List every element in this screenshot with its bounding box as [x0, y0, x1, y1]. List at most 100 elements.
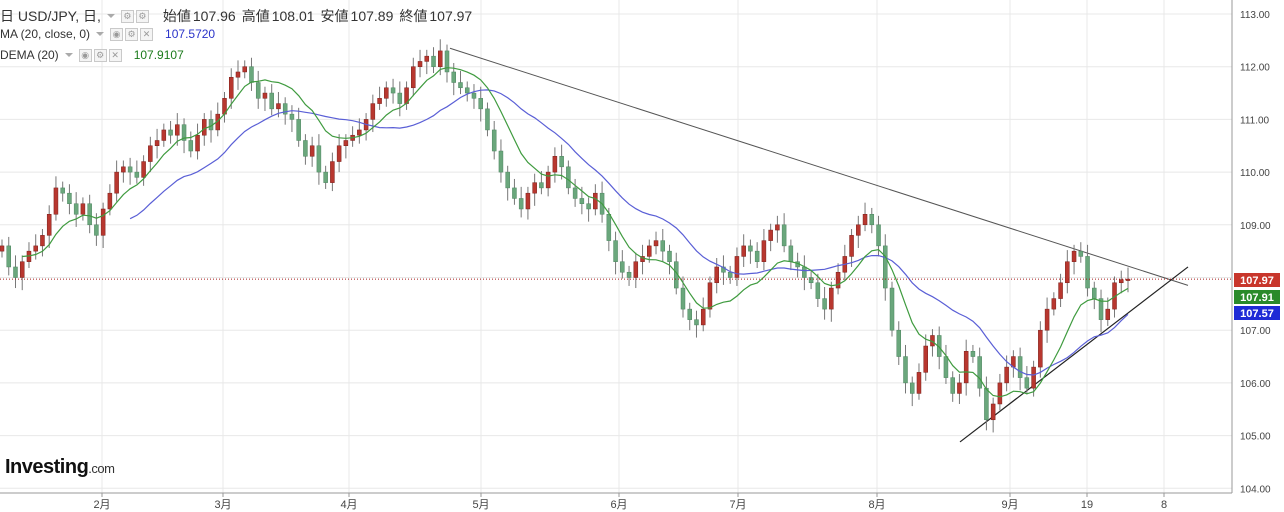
candle — [849, 229, 854, 267]
candle — [754, 242, 760, 269]
candle — [606, 207, 612, 252]
candle-body-up — [1051, 298, 1057, 310]
candle — [60, 181, 65, 202]
candle — [768, 223, 773, 252]
brand-suffix: .com — [88, 461, 115, 476]
candle — [633, 252, 639, 289]
candle-body-down — [458, 82, 463, 89]
open-label: 始値 — [162, 8, 191, 24]
open-value: 107.96 — [192, 8, 236, 24]
candle — [181, 118, 187, 154]
candle-body-down — [289, 113, 295, 120]
high-value: 108.01 — [271, 8, 315, 24]
candle-body-down — [451, 71, 456, 83]
candle-body-down — [984, 387, 989, 421]
candle-body-up — [1119, 279, 1124, 284]
candle-body-up — [1058, 282, 1063, 299]
candle — [1038, 321, 1043, 378]
candle-body-down — [903, 356, 908, 384]
candle — [485, 102, 490, 137]
x-tick-label: 9月 — [1001, 499, 1018, 511]
y-tick-label: 104.00 — [1240, 484, 1271, 495]
candle-body-down — [1024, 377, 1030, 389]
candle-body-up — [653, 240, 659, 247]
candle-body-up — [114, 171, 119, 194]
candle-body-up — [647, 245, 652, 257]
close-icon[interactable]: ✕ — [108, 48, 122, 62]
candle — [694, 310, 699, 338]
candle — [363, 113, 369, 141]
candle — [923, 334, 928, 381]
candle-body-down — [316, 145, 322, 173]
candle — [1058, 273, 1063, 308]
chevron-down-icon[interactable] — [106, 14, 115, 18]
settings-icon[interactable]: ⚙ — [93, 48, 107, 62]
candle-body-up — [343, 140, 349, 146]
candle-body-up — [424, 55, 430, 62]
candle — [127, 157, 133, 185]
candle — [478, 86, 483, 122]
candle-body-up — [19, 261, 25, 278]
candle — [1071, 244, 1077, 275]
y-tick-label: 107.00 — [1240, 326, 1271, 337]
candle-body-up — [161, 129, 167, 141]
candle — [808, 271, 814, 290]
candle-body-down — [255, 82, 261, 99]
candle-body-up — [242, 66, 247, 73]
candle-body-up — [336, 145, 342, 162]
candle-body-down — [909, 382, 915, 394]
candle — [168, 120, 173, 144]
candle-body-down — [727, 271, 733, 278]
candle-body-up — [734, 256, 740, 278]
candle-body-down — [579, 198, 585, 204]
candle-body-down — [303, 140, 308, 157]
candle — [282, 97, 288, 125]
candle-body-down — [626, 271, 632, 278]
visibility-icon[interactable]: ◉ — [78, 48, 92, 62]
candle — [323, 165, 328, 189]
chevron-down-icon[interactable] — [96, 32, 105, 36]
candle-body-down — [1085, 256, 1090, 289]
chevron-down-icon[interactable] — [64, 53, 73, 57]
candle — [404, 81, 409, 110]
investing-logo: Investing.com — [5, 456, 115, 479]
visibility-icon[interactable]: ◉ — [110, 27, 124, 41]
candle-body-up — [33, 245, 38, 252]
settings-icon[interactable]: ⚙ — [125, 27, 139, 41]
candle — [700, 297, 706, 332]
candle-body-down — [943, 356, 949, 378]
close-icon[interactable]: ✕ — [140, 27, 154, 41]
settings-icon[interactable]: ⚙ — [120, 9, 134, 23]
candle-body-up — [923, 345, 928, 373]
settings-icon[interactable]: ⚙ — [135, 9, 149, 23]
candle-body-up — [700, 308, 706, 326]
candle — [620, 250, 625, 279]
candle-body-down — [889, 287, 895, 331]
price-tag-label: 107.97 — [1240, 275, 1274, 287]
candle-body-down — [680, 287, 686, 310]
x-tick-label: 5月 — [472, 499, 489, 511]
candle-body-up — [916, 372, 922, 394]
candle-body-down — [471, 92, 477, 99]
candle-body-up — [957, 382, 962, 394]
candle — [512, 178, 517, 205]
candle — [303, 134, 308, 165]
candle — [647, 239, 652, 263]
candle-body-down — [1092, 287, 1097, 299]
candle — [1098, 289, 1104, 333]
y-tick-label: 106.00 — [1240, 379, 1271, 390]
candle-body-down — [431, 55, 436, 67]
candle — [431, 47, 436, 74]
candle-body-down — [464, 87, 470, 94]
y-tick-label: 113.00 — [1240, 10, 1270, 21]
candle-body-down — [687, 308, 692, 320]
candle — [471, 84, 477, 109]
y-tick-label: 105.00 — [1240, 432, 1271, 443]
x-tick-label: 6月 — [610, 499, 627, 511]
candle — [255, 70, 261, 109]
candle-body-up — [545, 171, 551, 189]
candle — [330, 152, 335, 192]
candle-body-up — [862, 214, 868, 226]
